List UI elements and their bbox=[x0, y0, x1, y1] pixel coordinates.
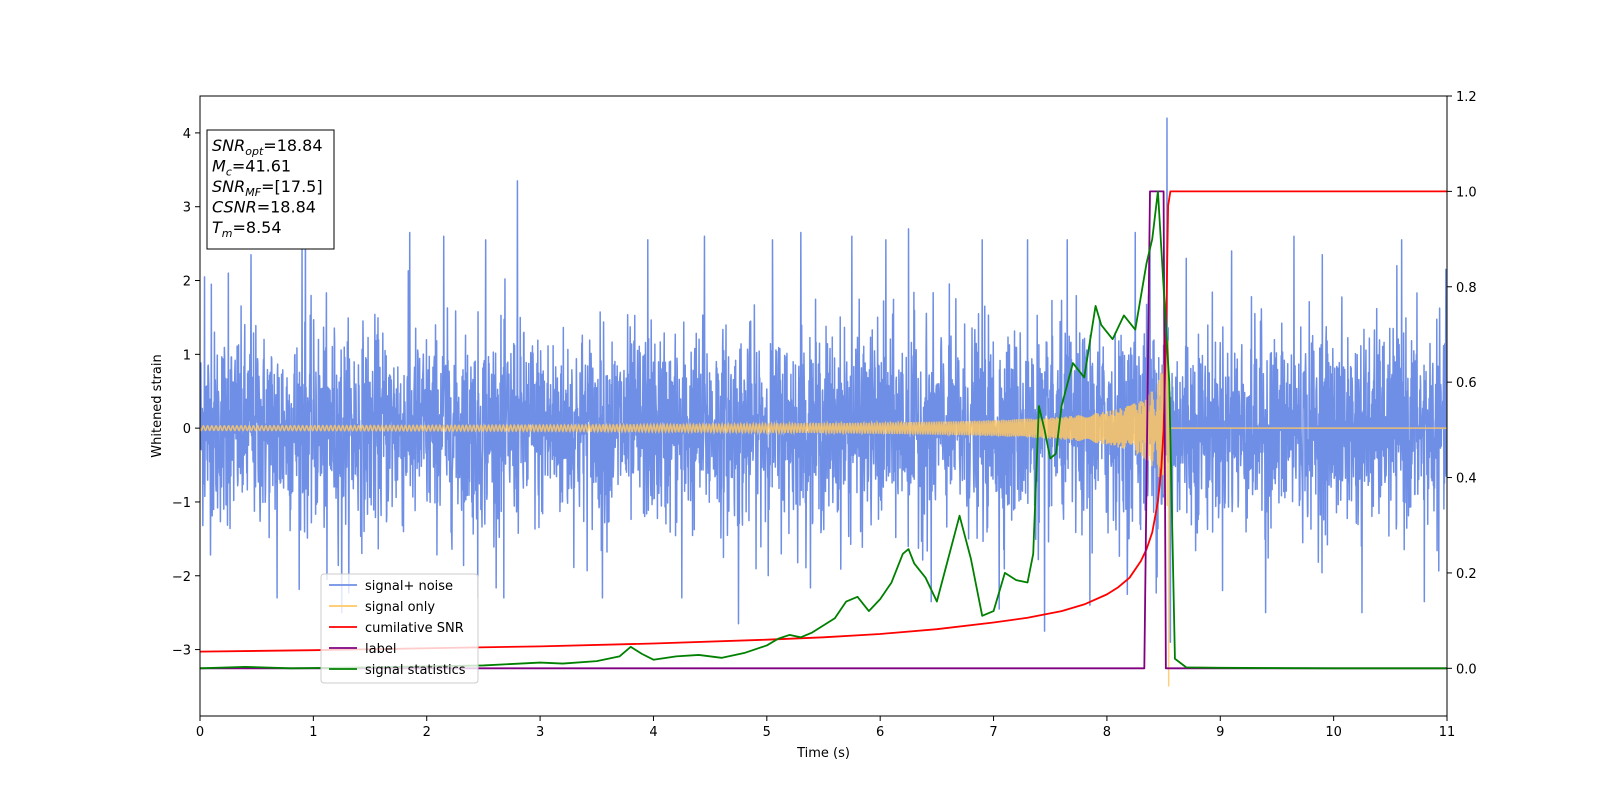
y-axis-label: Whitened strain bbox=[150, 354, 165, 457]
y-tick-label-left: −1 bbox=[172, 496, 191, 511]
info-value: =41.61 bbox=[232, 157, 291, 176]
series-signal-only bbox=[200, 340, 1447, 687]
info-variable: CSNR bbox=[212, 198, 257, 217]
info-variable: SNR bbox=[212, 136, 245, 155]
y-tick-label-right: 0.4 bbox=[1456, 472, 1477, 487]
info-line: SNRMF=[17.5] bbox=[212, 177, 323, 199]
series-cumilative-snr bbox=[200, 190, 1447, 653]
x-tick-label: 6 bbox=[876, 725, 884, 740]
ticks-layer: 0 1 2 3 4 5 6 7 8 9 10 11 −3 −2 −1 0 1 2 3 4 0.0 0.2 0.4 0.6 0.8… bbox=[172, 90, 1477, 740]
x-tick-label: 5 bbox=[763, 725, 771, 740]
x-tick-label: 3 bbox=[536, 725, 544, 740]
series-label bbox=[200, 190, 1447, 670]
info-line: CSNR=18.84 bbox=[212, 198, 316, 217]
info-subscript: c bbox=[226, 166, 232, 179]
y-tick-label-left: −3 bbox=[172, 644, 191, 659]
info-variable: SNR bbox=[212, 177, 245, 196]
x-tick-label: 7 bbox=[989, 725, 997, 740]
y-tick-label-left: 3 bbox=[183, 201, 191, 216]
y-tick-label-right: 0.0 bbox=[1456, 662, 1477, 677]
info-line: Mc=41.61 bbox=[212, 157, 291, 179]
legend-label: cumilative SNR bbox=[365, 621, 464, 636]
y-tick-label-left: 4 bbox=[183, 127, 191, 142]
y-tick-label-right: 0.8 bbox=[1456, 281, 1477, 296]
series-layer bbox=[200, 117, 1447, 687]
y-tick-label-left: 1 bbox=[183, 348, 191, 363]
info-variable: M bbox=[212, 157, 226, 176]
y-tick-label-right: 1.0 bbox=[1456, 185, 1477, 200]
info-box: SNRopt=18.84Mc=41.61SNRMF=[17.5]CSNR=18.… bbox=[206, 129, 335, 250]
y-tick-label-right: 1.2 bbox=[1456, 90, 1477, 105]
x-tick-label: 4 bbox=[649, 725, 657, 740]
info-line: SNRopt=18.84 bbox=[212, 136, 323, 158]
x-axis-label: Time (s) bbox=[796, 746, 850, 761]
info-value: =18.84 bbox=[257, 198, 316, 217]
x-tick-label: 0 bbox=[196, 725, 204, 740]
plot-frame bbox=[199, 95, 1448, 717]
series-signal-noise bbox=[200, 117, 1447, 643]
x-tick-label: 11 bbox=[1439, 725, 1456, 740]
y-tick-label-right: 0.6 bbox=[1456, 376, 1477, 391]
info-value: =[17.5] bbox=[261, 177, 323, 196]
x-tick-label: 10 bbox=[1325, 725, 1342, 740]
info-variable: T bbox=[212, 218, 223, 237]
y-tick-label-left: −2 bbox=[172, 570, 191, 585]
info-subscript: opt bbox=[245, 145, 264, 158]
x-tick-label: 2 bbox=[423, 725, 431, 740]
y-tick-label-left: 0 bbox=[183, 422, 191, 437]
info-subscript: m bbox=[222, 227, 233, 240]
info-line: Tm=8.54 bbox=[212, 218, 282, 240]
x-tick-label: 1 bbox=[309, 725, 317, 740]
info-value: =18.84 bbox=[263, 136, 322, 155]
info-value: =8.54 bbox=[233, 218, 282, 237]
y-tick-label-right: 0.2 bbox=[1456, 567, 1477, 582]
legend-label: label bbox=[365, 642, 396, 657]
legend-label: signal+ noise bbox=[365, 579, 453, 594]
series-signal-statistics bbox=[200, 190, 1447, 670]
legend-label: signal statistics bbox=[365, 663, 466, 678]
x-tick-label: 9 bbox=[1216, 725, 1224, 740]
legend: signal+ noise signal only cumilative SNR la… bbox=[320, 573, 479, 684]
legend-frame bbox=[320, 573, 479, 684]
x-tick-label: 8 bbox=[1103, 725, 1111, 740]
info-subscript: MF bbox=[245, 186, 261, 199]
legend-label: signal only bbox=[365, 600, 435, 615]
info-box-frame bbox=[206, 129, 335, 250]
y-tick-label-left: 2 bbox=[183, 275, 191, 290]
